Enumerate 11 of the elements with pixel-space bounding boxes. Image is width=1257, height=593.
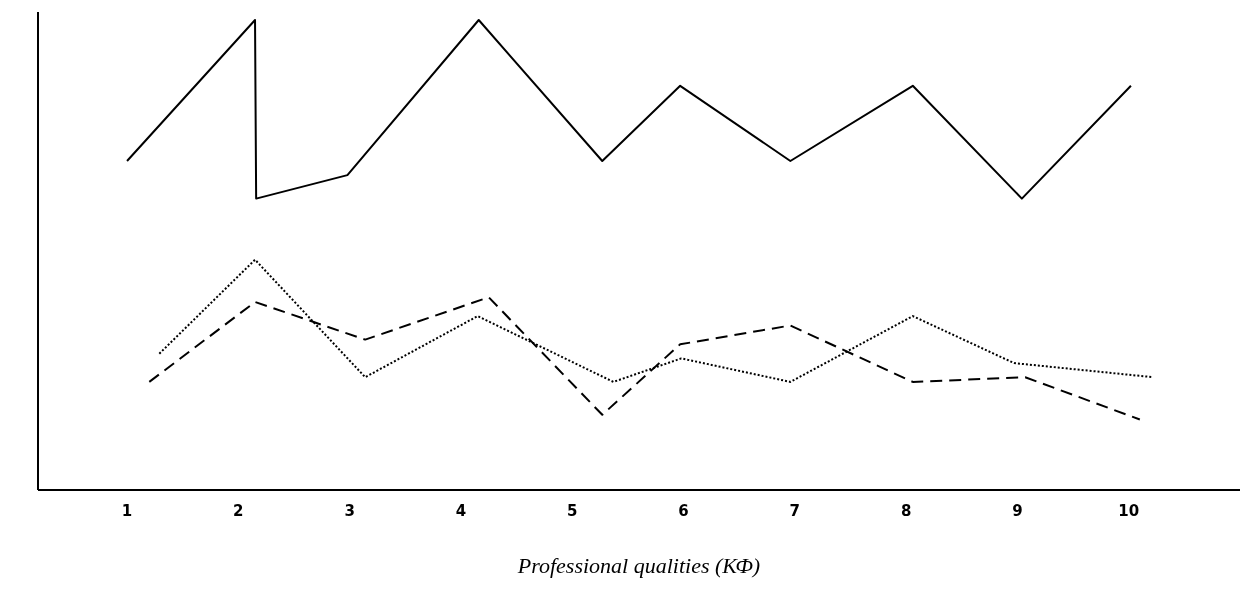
x-tick-label: 4 xyxy=(455,502,467,520)
x-axis-title: Professional qualities (КФ) xyxy=(516,553,761,578)
x-tick-label: 9 xyxy=(1012,502,1023,520)
x-tick-label: 6 xyxy=(678,502,689,520)
x-tick-label: 2 xyxy=(233,502,244,520)
x-tick-label: 8 xyxy=(900,502,912,520)
x-tick-label: 3 xyxy=(344,502,355,520)
x-tick-label: 10 xyxy=(1118,502,1140,520)
x-tick-label: 7 xyxy=(789,502,801,520)
x-tick-label: 1 xyxy=(121,502,133,520)
x-tick-label: 5 xyxy=(567,502,578,520)
